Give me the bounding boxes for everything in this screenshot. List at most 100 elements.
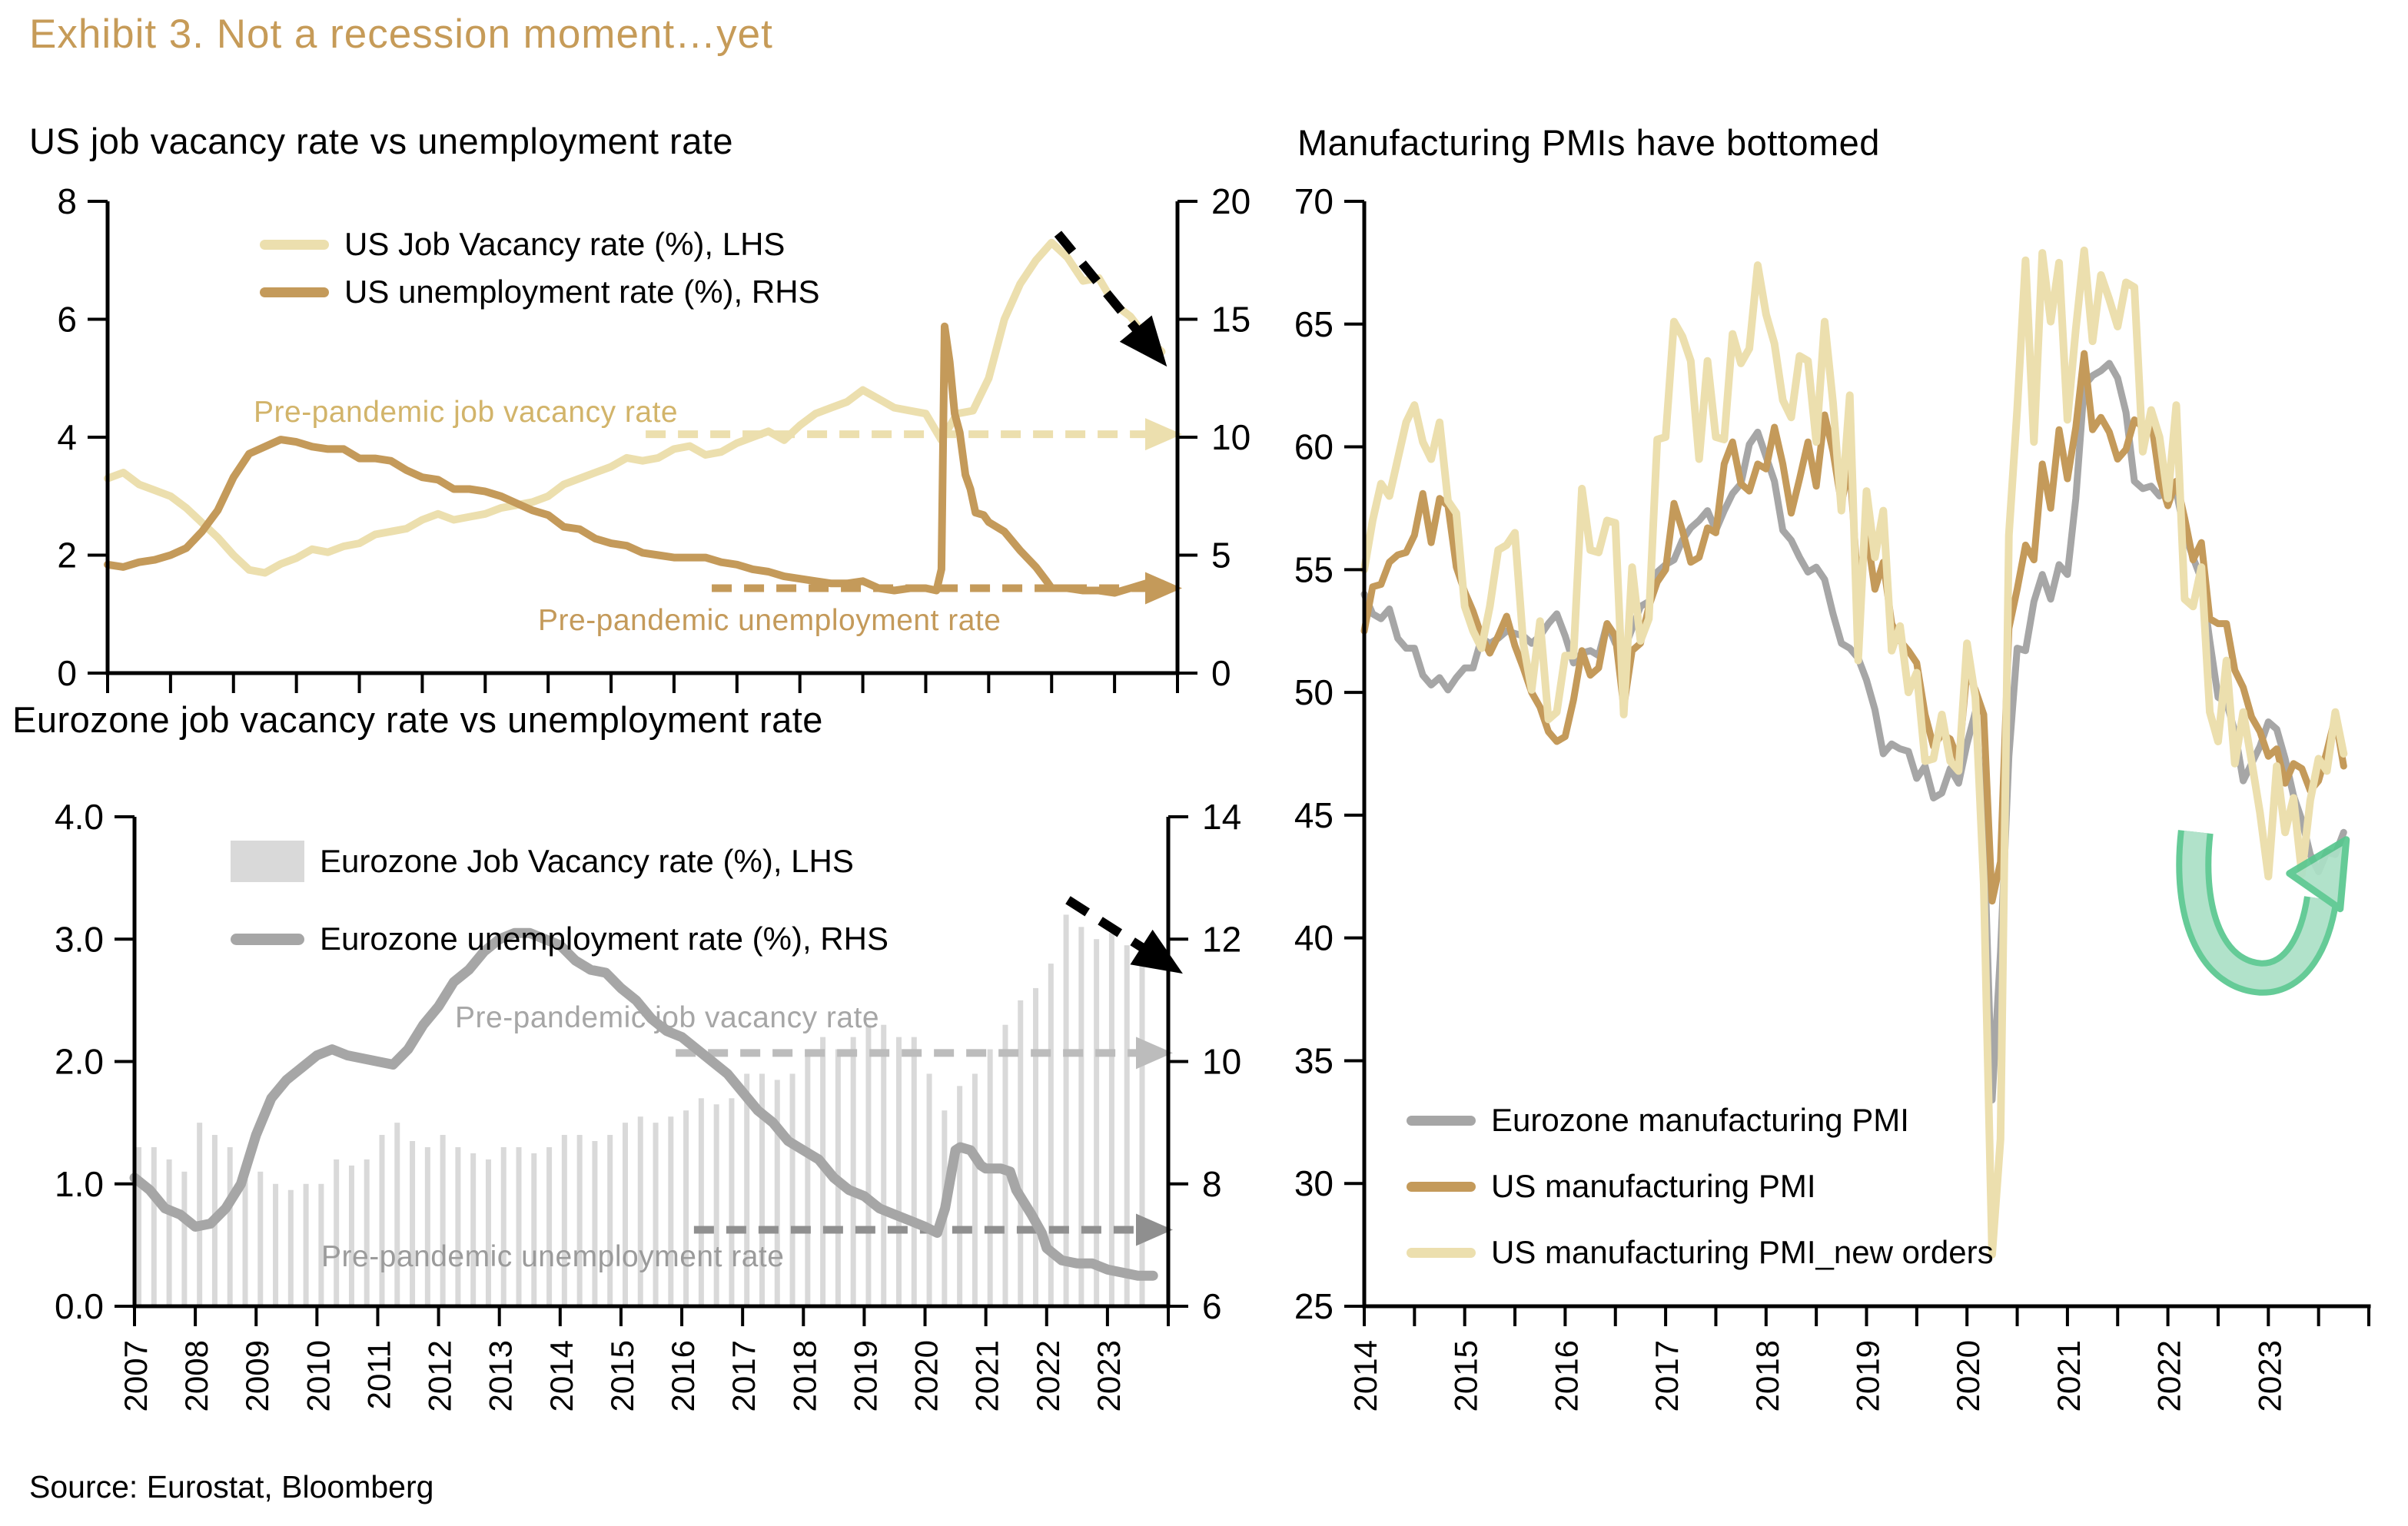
source-note: Source: Eurostat, Bloomberg (29, 1469, 434, 1504)
axis-tick-label: 12 (1202, 919, 1241, 959)
bar (1139, 951, 1145, 1306)
axis-tick-label: 6 (1202, 1286, 1222, 1326)
legend-item: Eurozone manufacturing PMI (1407, 1102, 1994, 1139)
bar (546, 1146, 553, 1306)
bar (364, 1159, 370, 1306)
bar (410, 1141, 416, 1306)
legend-label: Eurozone manufacturing PMI (1491, 1102, 1909, 1138)
bar (181, 1171, 188, 1306)
bar (485, 1159, 491, 1306)
bar (774, 1080, 780, 1306)
series-line (104, 322, 1166, 597)
bar (287, 1189, 294, 1306)
legend-item: US Job Vacancy rate (%), LHS (260, 226, 820, 263)
axis-tick-label: 6 (57, 300, 77, 340)
bar (668, 1116, 674, 1306)
bar (1094, 939, 1100, 1306)
axis-tick-label: 20 (1211, 181, 1250, 221)
bar (394, 1123, 400, 1306)
bar (257, 1171, 264, 1306)
x-axis-year-label: 2008 (178, 1340, 214, 1412)
bar (789, 1073, 795, 1306)
trend-arrow (1065, 896, 1147, 953)
axis-tick-label: 10 (1202, 1042, 1241, 1082)
axis-tick-label: 40 (1294, 918, 1334, 958)
legend-label: US manufacturing PMI_new orders (1491, 1234, 1994, 1270)
bar (531, 1153, 537, 1306)
axis-tick-label: 14 (1202, 797, 1241, 837)
legend-swatch-us-vacancy (260, 239, 329, 250)
axis-tick-label: 55 (1294, 549, 1334, 589)
bar (151, 1146, 157, 1306)
bar (516, 1146, 522, 1306)
legend-swatch-ez-unemployment (231, 933, 304, 945)
bar (1063, 914, 1069, 1306)
axis-tick-label: 8 (57, 181, 77, 221)
chartB-legend: Eurozone Job Vacancy rate (%), LHS Euroz… (231, 841, 888, 996)
legend-swatch-us-unemployment (260, 287, 329, 297)
axis-tick-label: 2 (57, 536, 77, 576)
x-axis-year-label: 2016 (665, 1340, 701, 1412)
bar (805, 1049, 811, 1306)
bar (592, 1141, 598, 1306)
legend-swatch-us-pmi (1407, 1181, 1476, 1192)
x-axis-year-label: 2023 (2251, 1340, 2287, 1412)
axis-tick-label: 65 (1294, 304, 1334, 344)
bar (1048, 964, 1054, 1306)
bar (683, 1110, 689, 1306)
annotation-prepandemic-unemployment-ez: Pre-pandemic unemployment rate (321, 1240, 785, 1273)
bar (500, 1146, 507, 1306)
annotation-prepandemic-vacancy-ez: Pre-pandemic job vacancy rate (455, 1001, 880, 1034)
exhibit-title: Exhibit 3. Not a recession moment…yet (29, 12, 773, 57)
chart-manufacturing-pmis: 25 30 35 40 45 50 55 60 65 70 2014 2015 2016 2017 2018… (1294, 181, 2371, 1412)
bar (607, 1135, 613, 1306)
bar (653, 1123, 659, 1306)
legend-item: Eurozone unemployment rate (%), RHS (231, 921, 888, 957)
legend-label: US Job Vacancy rate (%), LHS (344, 226, 786, 262)
trend-arrow (1054, 231, 1141, 334)
chartA-legend: US Job Vacancy rate (%), LHS US unemploy… (260, 226, 820, 321)
bar (1108, 933, 1114, 1306)
chartC-title: Manufacturing PMIs have bottomed (1297, 122, 1880, 163)
series-line (129, 927, 1158, 1281)
x-axis-year-label: 2009 (239, 1340, 275, 1412)
chartC-legend: Eurozone manufacturing PMI US manufactur… (1407, 1102, 1994, 1300)
legend-swatch-ez-vacancy-bar (231, 841, 304, 882)
axis-tick-label: 1.0 (55, 1164, 104, 1204)
x-axis-year-label: 2014 (543, 1340, 580, 1412)
legend-swatch-ez-pmi (1407, 1115, 1476, 1126)
annotation-prepandemic-unemployment-us: Pre-pandemic unemployment rate (538, 604, 1001, 637)
trend-arrow-head (1130, 929, 1183, 974)
x-axis-year-label: 2012 (422, 1340, 458, 1412)
bar (744, 1073, 750, 1306)
ref-line-arrowhead (1145, 418, 1182, 451)
bar (197, 1123, 203, 1306)
axis-tick-label: 5 (1211, 536, 1231, 576)
recovery-up-arrow (2176, 830, 2350, 996)
trend-arrow-head (1119, 315, 1167, 367)
x-axis-year-label: 2018 (786, 1340, 822, 1412)
x-axis-year-label: 2017 (726, 1340, 762, 1412)
x-axis-year-label: 2019 (1850, 1340, 1886, 1412)
recovery-arrow-head (2286, 836, 2350, 913)
bar (334, 1159, 340, 1306)
x-axis-year-label: 2023 (1091, 1340, 1127, 1412)
chartB-title: Eurozone job vacancy rate vs unemploymen… (12, 699, 823, 740)
x-axis-year-label: 2016 (1548, 1340, 1584, 1412)
x-axis-year-label: 2021 (969, 1340, 1005, 1412)
bar (896, 1037, 902, 1306)
bar (713, 1104, 719, 1306)
bar (136, 1146, 142, 1306)
x-axis-year-label: 2015 (1448, 1340, 1484, 1412)
axis-tick-label: 4 (57, 417, 77, 457)
axis-tick-label: 3.0 (55, 919, 104, 959)
chart-eurozone-vacancy-vs-unemployment: 0.0 1.0 2.0 3.0 4.0 6 8 10 12 14 2007 2008 2009 2010 2… (55, 797, 1241, 1412)
legend-item: Eurozone Job Vacancy rate (%), LHS (231, 841, 888, 882)
x-axis-year-label: 2018 (1749, 1340, 1785, 1412)
axis-tick-label: 8 (1202, 1164, 1222, 1204)
x-axis-year-label: 2011 (360, 1340, 397, 1409)
bar (622, 1123, 628, 1306)
axis-tick-label: 30 (1294, 1163, 1334, 1203)
